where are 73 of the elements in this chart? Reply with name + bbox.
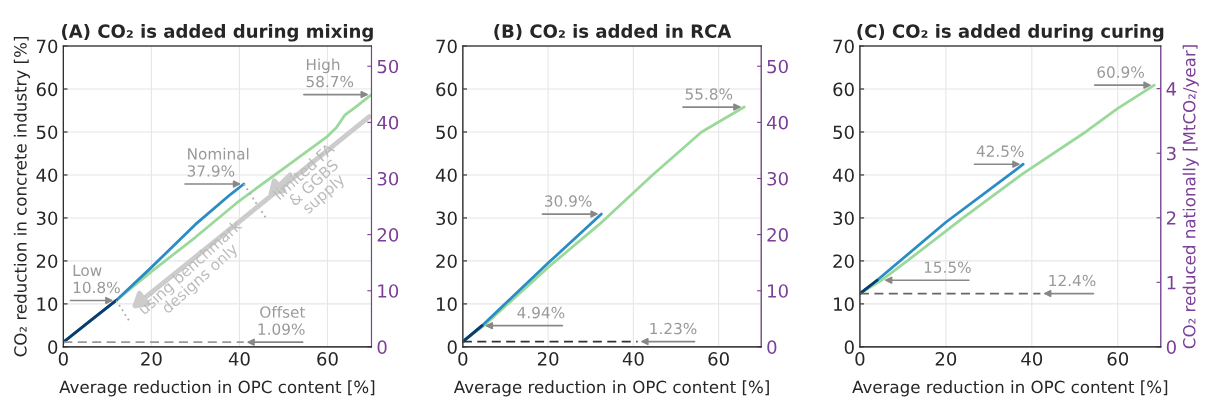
y2-tick-label: 30 bbox=[767, 171, 788, 186]
y-tick-label: 30 bbox=[36, 211, 58, 226]
chart-title: (A) CO₂ is added during mixing bbox=[62, 23, 373, 42]
y-axis-title: CO₂ reduction in concrete industry [%] bbox=[13, 36, 30, 357]
y-tick-label: 30 bbox=[833, 211, 854, 226]
annotation: Nominal 37.9% bbox=[187, 147, 249, 177]
annotation: 55.8% bbox=[685, 88, 733, 100]
x-axis-title: Average reduction in OPC content [%] bbox=[59, 380, 375, 397]
y-tick-label: 20 bbox=[436, 254, 457, 269]
y2-tick-label: 2 bbox=[1166, 211, 1176, 225]
y-tick-label: 40 bbox=[435, 168, 457, 183]
y-tick-label: 50 bbox=[436, 125, 457, 140]
y-tick-label: 30 bbox=[436, 211, 457, 226]
annotation: High 58.7% bbox=[306, 58, 354, 88]
y-tick-label: 50 bbox=[36, 125, 58, 140]
y-tick-label: 0 bbox=[844, 340, 854, 354]
y2-tick-label: 1 bbox=[1167, 276, 1176, 290]
y-tick-label: 50 bbox=[833, 125, 854, 140]
x-tick-label: 60 bbox=[317, 352, 338, 366]
y-tick-label: 10 bbox=[436, 297, 457, 312]
chart-title: (B) CO₂ is added in RCA bbox=[494, 23, 732, 41]
y2-tick-label: 50 bbox=[377, 59, 399, 74]
y-tick-label: 20 bbox=[833, 254, 854, 269]
y2-tick-label: 40 bbox=[766, 115, 788, 130]
y2-tick-label: 0 bbox=[767, 340, 777, 354]
y-tick-label: 20 bbox=[36, 254, 58, 269]
y2-axis-title: CO₂ reduced nationally [MtCO₂/year] bbox=[1182, 45, 1199, 349]
x-tick-label: 60 bbox=[708, 352, 729, 366]
x-tick-label: 40 bbox=[228, 352, 250, 366]
y2-tick-label: 10 bbox=[768, 284, 788, 298]
x-tick-label: 40 bbox=[622, 352, 644, 366]
y-tick-label: 40 bbox=[832, 168, 854, 183]
y-tick-label: 40 bbox=[36, 168, 58, 183]
chart-title: (C) CO₂ is added during curing bbox=[857, 23, 1164, 42]
y-tick-label: 70 bbox=[36, 39, 58, 54]
annotation: 42.5% bbox=[976, 145, 1024, 157]
y2-tick-label: 3 bbox=[1166, 146, 1176, 161]
x-tick-label: 40 bbox=[1021, 352, 1043, 366]
x-tick-label: 0 bbox=[855, 352, 865, 366]
y-tick-label: 10 bbox=[834, 297, 854, 312]
x-tick-label: 60 bbox=[1107, 352, 1129, 366]
y-tick-label: 0 bbox=[447, 340, 457, 354]
y-tick-label: 70 bbox=[833, 39, 854, 54]
y2-tick-label: 20 bbox=[767, 228, 788, 242]
y2-tick-label: 4 bbox=[1166, 82, 1177, 96]
y2-tick-label: 30 bbox=[377, 171, 399, 186]
x-tick-label: 20 bbox=[141, 352, 162, 366]
x-tick-label: 0 bbox=[458, 352, 468, 366]
y2-tick-label: 20 bbox=[377, 228, 399, 242]
annotation: 30.9% bbox=[545, 195, 592, 207]
x-tick-label: 20 bbox=[935, 352, 957, 366]
x-tick-label: 20 bbox=[537, 352, 559, 366]
annotation: 4.94% bbox=[517, 306, 565, 319]
y-tick-label: 60 bbox=[36, 82, 58, 97]
y-tick-label: 10 bbox=[37, 297, 58, 312]
y-tick-label: 60 bbox=[833, 82, 854, 97]
annotation: Offset 1.09% bbox=[258, 306, 306, 335]
y2-tick-label: 0 bbox=[377, 340, 387, 354]
annotation: 1.23% bbox=[650, 322, 697, 335]
annotation: 60.9% bbox=[1097, 66, 1144, 78]
annotation: 15.5% bbox=[924, 261, 971, 274]
x-axis-title: Average reduction in OPC content [%] bbox=[453, 380, 769, 397]
y-tick-label: 70 bbox=[436, 39, 457, 54]
y2-tick-label: 10 bbox=[378, 284, 399, 298]
y-tick-label: 0 bbox=[48, 340, 58, 354]
y-tick-label: 60 bbox=[436, 82, 457, 97]
annotation: 12.4% bbox=[1049, 274, 1096, 287]
y2-tick-label: 50 bbox=[767, 59, 788, 74]
y2-tick-label: 40 bbox=[377, 115, 399, 130]
y2-tick-label: 0 bbox=[1166, 340, 1176, 354]
x-tick-label: 0 bbox=[58, 352, 68, 366]
x-axis-title: Average reduction in OPC content [%] bbox=[852, 380, 1168, 397]
annotation: Low 10.8% bbox=[73, 264, 120, 294]
